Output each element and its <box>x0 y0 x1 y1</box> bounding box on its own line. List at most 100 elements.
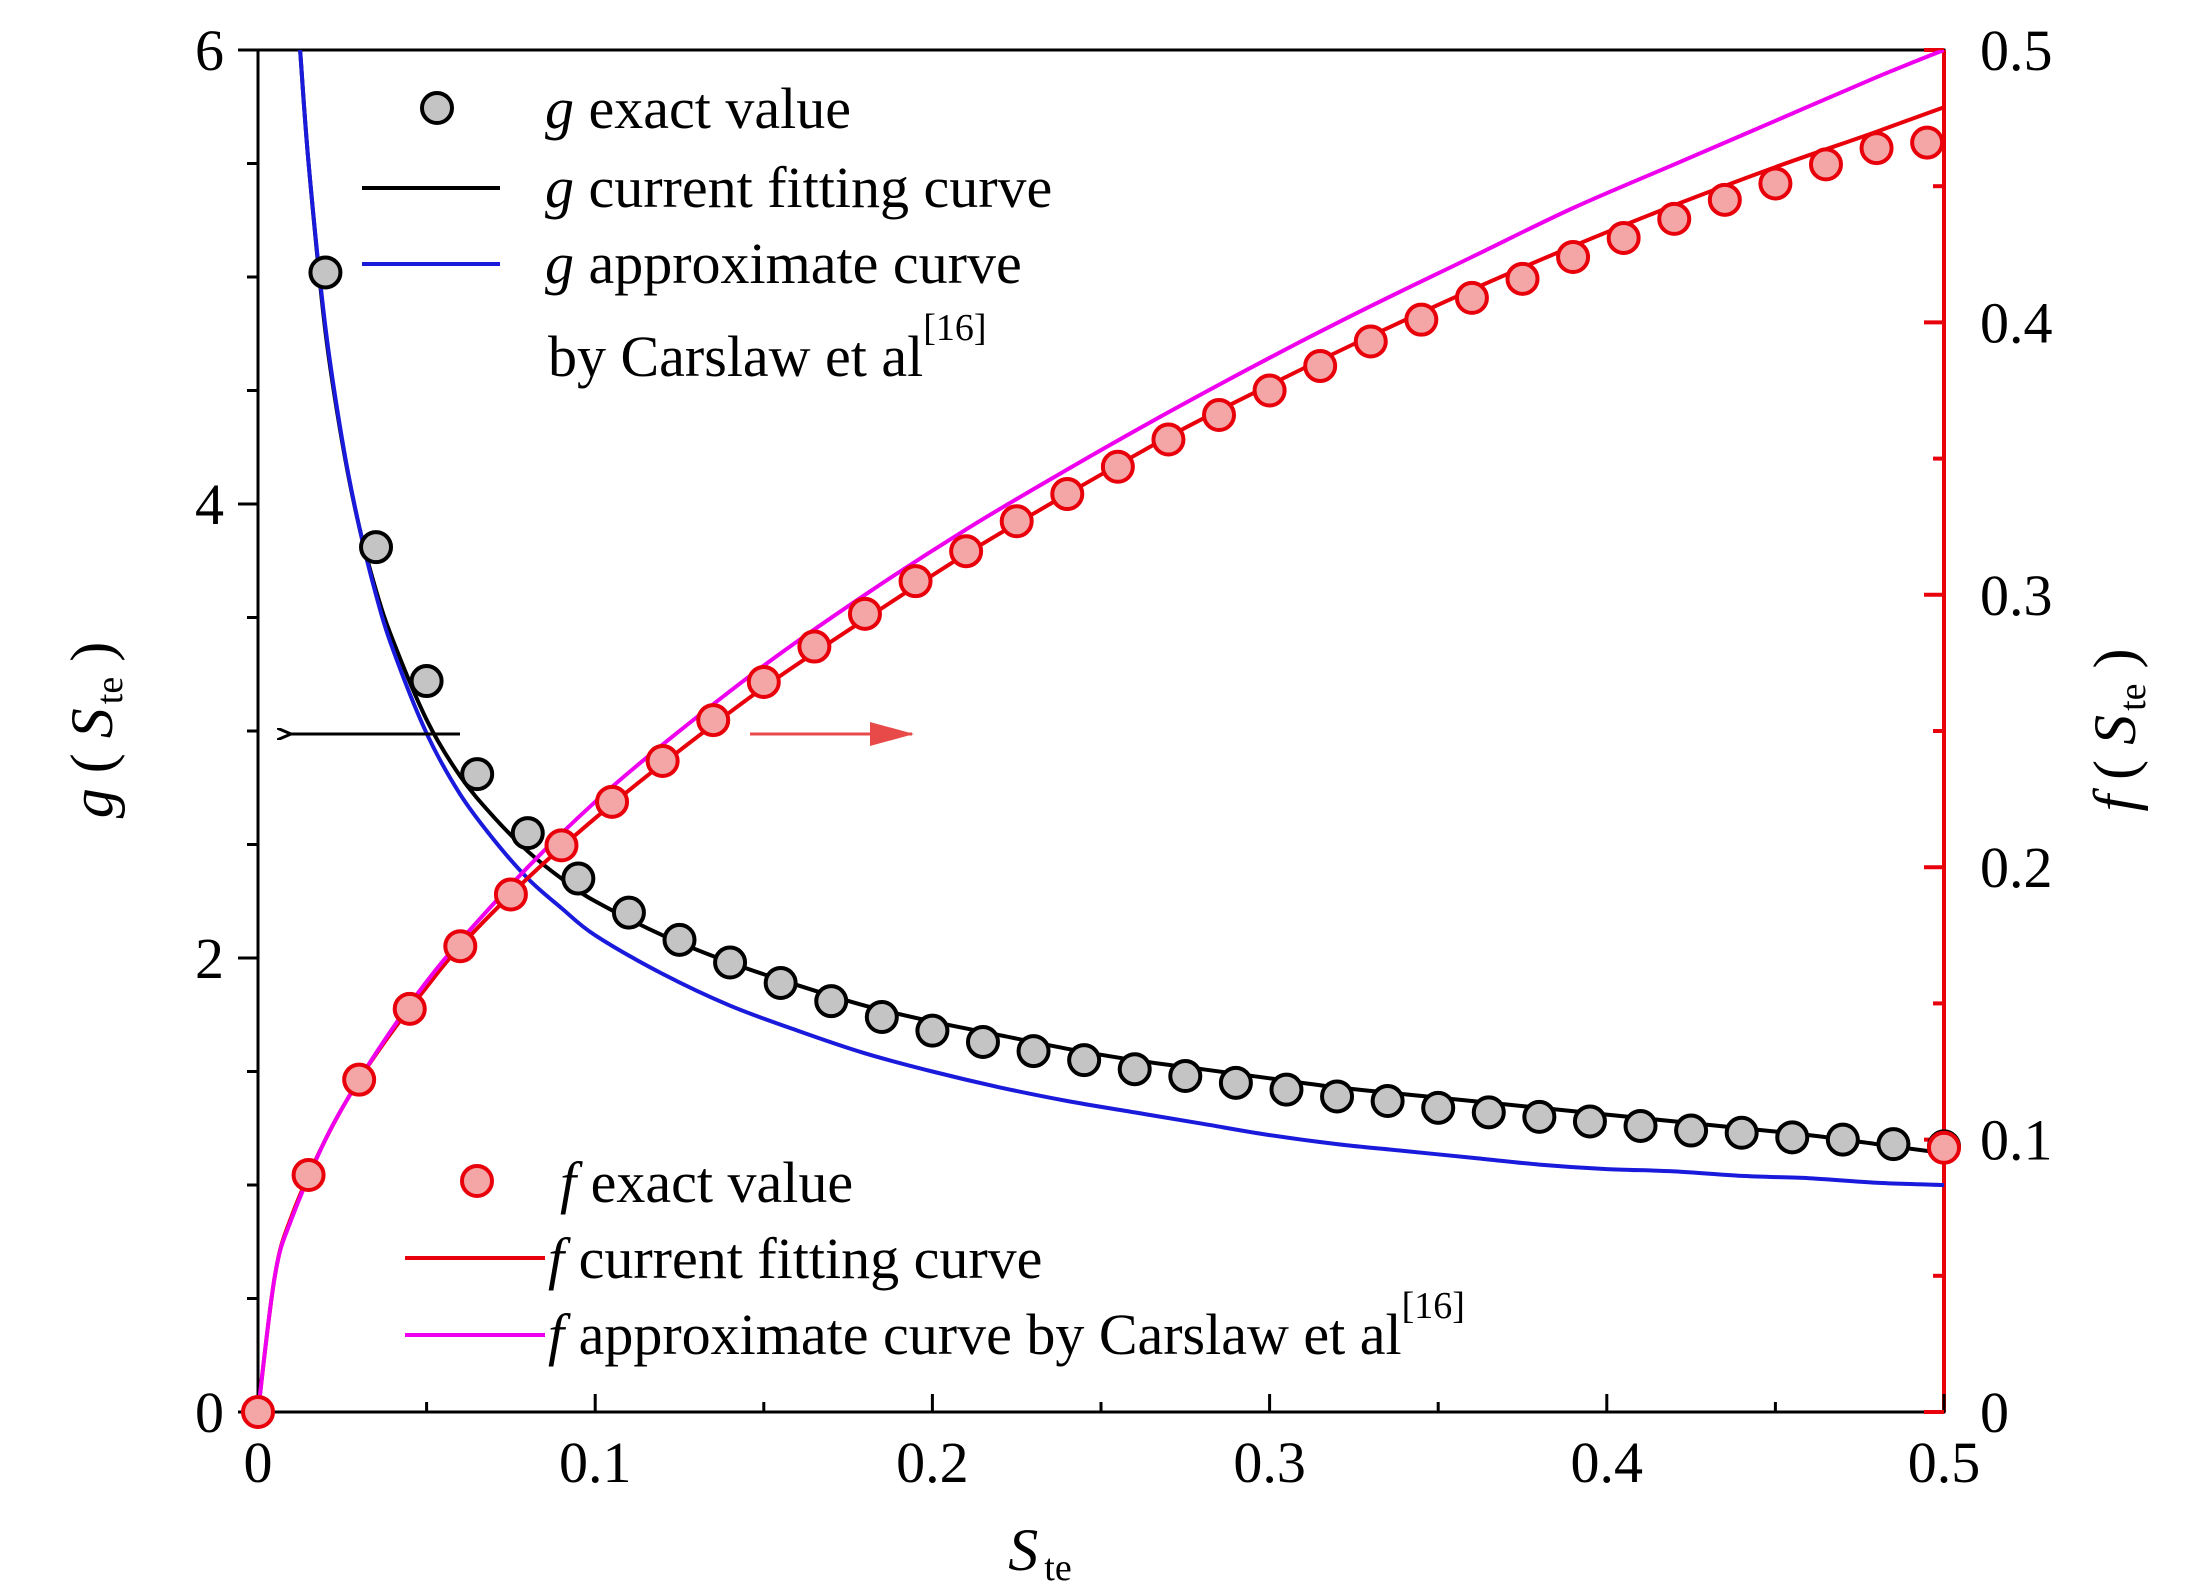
data-point-f-exact-value <box>291 1158 326 1193</box>
data-point-g-exact-value <box>409 664 444 699</box>
y-right-tick-label: 0.3 <box>1980 563 2053 628</box>
legend-f-exact-label: f exact value <box>560 1150 853 1215</box>
legend-f: f exact value f current fitting curve f … <box>405 1150 1465 1367</box>
data-point-f-exact-value <box>1454 280 1489 315</box>
series-line-f-approximate-curve-by-carslaw-et-al <box>258 50 1944 1412</box>
legend-g-fit-label: g current fitting curve <box>545 155 1052 220</box>
plot-frame <box>256 48 1946 1414</box>
data-point-g-exact-value <box>1825 1122 1860 1157</box>
data-point-g-exact-value <box>1775 1120 1810 1155</box>
data-point-g-exact-value <box>1471 1095 1506 1130</box>
y-left-tick-label: 6 <box>195 18 224 83</box>
data-point-f-exact-value <box>443 929 478 964</box>
data-point-g-exact-value <box>965 1024 1000 1059</box>
y-right-tick-label: 0 <box>1980 1380 2009 1445</box>
data-point-g-exact-value <box>1674 1113 1709 1148</box>
data-point-f-exact-value <box>1758 166 1793 201</box>
y-axis-left-title: g ( Ste ) <box>59 642 131 818</box>
series-layer <box>258 50 1944 1412</box>
data-point-f-exact-value <box>1657 201 1692 236</box>
data-point-f-exact-value <box>493 877 528 912</box>
data-point-g-exact-value <box>1572 1104 1607 1139</box>
data-point-f-exact-value <box>999 504 1034 539</box>
series-line-g-approximate-curve-by-carslaw-et-al <box>298 50 1944 1187</box>
data-point-f-exact-value <box>1707 182 1742 217</box>
data-point-f-exact-value <box>544 828 579 863</box>
legend-g-approx-label: g approximate curve <box>545 231 1022 296</box>
data-point-f-exact-value <box>392 991 427 1026</box>
data-point-g-exact-value <box>1269 1072 1304 1107</box>
y-right-tick-label: 0.2 <box>1980 835 2053 900</box>
data-point-f-exact-value <box>1404 302 1439 337</box>
data-point-g-exact-value <box>1117 1052 1152 1087</box>
data-point-f-exact-value <box>949 534 984 569</box>
data-point-g-exact-value <box>1320 1079 1355 1114</box>
data-point-f-exact-value <box>1303 348 1338 383</box>
marker-layer <box>241 125 1961 1429</box>
x-tick-label: 0.2 <box>896 1430 969 1495</box>
data-point-g-exact-value <box>611 895 646 930</box>
data-point-f-exact-value <box>1606 220 1641 255</box>
data-point-g-exact-value <box>1623 1108 1658 1143</box>
data-point-f-exact-value <box>1100 449 1135 484</box>
data-point-f-exact-value <box>645 743 680 778</box>
data-point-f-exact-value <box>1151 422 1186 457</box>
data-point-g-exact-value <box>1724 1115 1759 1150</box>
legend-g-exact-label: g exact value <box>545 76 851 141</box>
x-tick-label: 0.1 <box>559 1430 632 1495</box>
data-point-g-exact-value <box>713 945 748 980</box>
data-point-f-exact-value <box>847 596 882 631</box>
data-point-g-exact-value <box>1522 1099 1557 1134</box>
data-point-f-exact-value <box>595 784 630 819</box>
y-right-tick-label: 0.1 <box>1980 1108 2053 1173</box>
data-point-g-exact-value <box>308 255 343 290</box>
legend-g-exact-marker <box>420 91 454 125</box>
data-point-f-exact-value <box>797 629 832 664</box>
x-tick-label: 0.5 <box>1908 1430 1981 1495</box>
data-point-g-exact-value <box>1218 1065 1253 1100</box>
data-point-g-exact-value <box>460 757 495 792</box>
legend-g-approx-label-2: by Carslaw et al[16] <box>548 307 987 389</box>
data-point-g-exact-value <box>1067 1043 1102 1078</box>
data-point-g-exact-value <box>510 816 545 851</box>
y-left-tick-label: 2 <box>195 926 224 991</box>
data-point-f-exact-value <box>1252 373 1287 408</box>
data-point-f-exact-value <box>1556 240 1591 275</box>
data-point-f-exact-value <box>1202 398 1237 433</box>
data-point-g-exact-value <box>359 530 394 565</box>
data-point-g-exact-value <box>1016 1034 1051 1069</box>
legend-g: g exact value g current fitting curve g … <box>362 76 1052 389</box>
data-point-f-exact-value <box>898 564 933 599</box>
x-tick-label: 0.4 <box>1571 1430 1644 1495</box>
data-point-g-exact-value <box>763 965 798 1000</box>
data-point-g-exact-value <box>864 1000 899 1035</box>
data-point-f-exact-value <box>1927 1130 1961 1165</box>
data-point-f-exact-value <box>1353 324 1388 359</box>
legend-f-exact-marker <box>460 1164 494 1198</box>
data-point-f-exact-value <box>1910 125 1945 160</box>
data-point-f-exact-value <box>746 664 781 699</box>
y-right-tick-label: 0.4 <box>1980 290 2053 355</box>
data-point-f-exact-value <box>1505 261 1540 296</box>
y-left-tick-label: 4 <box>195 472 224 537</box>
data-point-f-exact-value <box>241 1395 275 1429</box>
y-left-tick-label: 0 <box>195 1380 224 1445</box>
x-tick-label: 0 <box>244 1430 273 1495</box>
y-right-tick-label: 0.5 <box>1980 18 2053 83</box>
data-point-g-exact-value <box>1168 1059 1203 1094</box>
x-tick-label: 0.3 <box>1233 1430 1306 1495</box>
data-point-g-exact-value <box>915 1013 950 1048</box>
data-point-g-exact-value <box>814 984 849 1019</box>
data-point-f-exact-value <box>696 703 731 738</box>
data-point-g-exact-value <box>1876 1127 1911 1162</box>
legend-f-fit-label: f current fitting curve <box>548 1226 1042 1291</box>
data-point-f-exact-value <box>1050 477 1085 512</box>
data-point-f-exact-value <box>342 1062 377 1097</box>
data-point-g-exact-value <box>662 922 697 957</box>
data-point-f-exact-value <box>1859 131 1894 166</box>
data-point-g-exact-value <box>561 861 596 896</box>
series-line-f-current-fitting-curve <box>258 105 1944 1412</box>
